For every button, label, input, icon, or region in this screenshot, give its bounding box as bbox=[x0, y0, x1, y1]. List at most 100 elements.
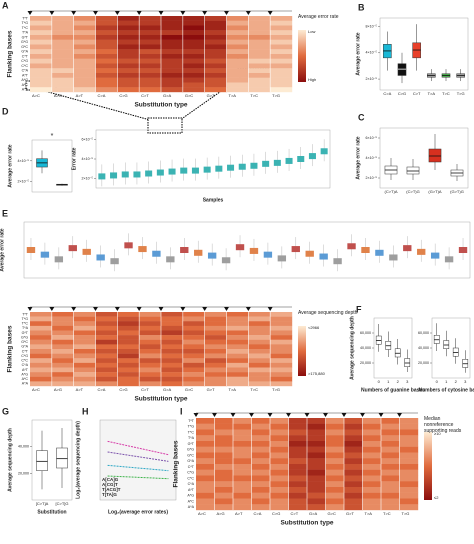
heatmap-cell bbox=[248, 339, 271, 345]
heatmap-cell bbox=[182, 312, 205, 317]
heatmap-cell bbox=[73, 30, 96, 36]
heatmap-cell bbox=[117, 30, 140, 36]
legend-label: <2966 bbox=[308, 325, 320, 330]
heatmap-cell bbox=[182, 68, 205, 74]
heatmap-cell bbox=[117, 362, 140, 368]
heatmap-cell bbox=[139, 325, 162, 331]
heatmap-cell bbox=[51, 39, 74, 45]
heatmap-cell bbox=[30, 39, 53, 45]
heatmap-cell bbox=[161, 54, 184, 59]
strip-box bbox=[417, 248, 426, 255]
heatmap-cell bbox=[251, 487, 271, 493]
heatmap-cell bbox=[233, 429, 252, 436]
column-marker bbox=[360, 413, 365, 417]
heatmap-cell bbox=[204, 58, 227, 64]
heatmap-cell bbox=[139, 353, 162, 359]
heatmap-cell bbox=[288, 475, 308, 482]
x-axis-label: Samples bbox=[203, 197, 224, 203]
strip-box bbox=[262, 160, 270, 167]
column-label: C>A bbox=[98, 387, 106, 392]
heatmap-cell bbox=[51, 330, 74, 336]
row-label: G*T bbox=[188, 442, 195, 446]
heatmap-cell bbox=[325, 469, 345, 476]
heatmap-cell bbox=[117, 330, 140, 336]
heatmap-cell bbox=[182, 49, 205, 55]
heatmap-cell bbox=[344, 441, 363, 447]
heatmap-cell bbox=[381, 481, 400, 488]
heatmap-cell bbox=[139, 58, 162, 64]
heatmap-cell bbox=[270, 446, 289, 453]
heatmap-cell bbox=[30, 73, 53, 78]
heatmap-cell bbox=[182, 349, 205, 354]
heatmap-cell bbox=[288, 464, 308, 470]
heatmap-cell bbox=[214, 435, 234, 442]
heatmap-cell bbox=[182, 30, 205, 36]
heatmap-cell bbox=[182, 316, 205, 322]
heatmap-cell bbox=[30, 372, 53, 377]
heatmap-cell bbox=[226, 20, 249, 26]
heatmap-cell bbox=[307, 504, 326, 511]
heatmap-cell bbox=[307, 464, 326, 470]
x-tick-label: (G>T)A bbox=[428, 189, 442, 194]
heatmap-cell bbox=[270, 435, 289, 442]
row-label: T*G bbox=[22, 317, 29, 321]
heatmap-cell bbox=[161, 82, 184, 88]
heatmap-cell bbox=[73, 335, 96, 340]
panel-letter: D bbox=[2, 106, 9, 116]
heatmap-cell bbox=[362, 504, 382, 511]
heatmap-cell bbox=[161, 344, 184, 350]
heatmap-cell bbox=[344, 458, 363, 465]
heatmap-cell bbox=[248, 353, 271, 359]
heatmap-cell bbox=[139, 358, 162, 364]
y-axis-label: Average error rate bbox=[0, 228, 5, 271]
column-marker bbox=[114, 307, 120, 311]
heatmap-cell bbox=[381, 487, 400, 493]
heatmap-cell bbox=[139, 30, 162, 36]
column-marker bbox=[397, 413, 402, 417]
heatmap-cell bbox=[182, 321, 205, 327]
heatmap-cell bbox=[248, 73, 271, 78]
heatmap-cell bbox=[204, 63, 227, 69]
legend-title: Average error rate bbox=[298, 14, 339, 20]
heatmap-cell bbox=[51, 316, 74, 322]
heatmap-cell bbox=[117, 87, 140, 93]
heatmap-cell bbox=[344, 504, 363, 511]
heatmap-cell bbox=[307, 452, 326, 459]
heatmap-cell bbox=[399, 423, 419, 430]
heatmap-cell bbox=[95, 321, 118, 327]
plot-frame bbox=[31, 139, 73, 193]
heatmap-cell bbox=[270, 39, 293, 45]
row-label: T*T bbox=[188, 419, 195, 423]
heatmap-cell bbox=[95, 339, 118, 345]
heatmap-cell bbox=[161, 20, 184, 26]
y-axis-label: Average error rate bbox=[7, 144, 13, 187]
heatmap-cell bbox=[196, 475, 215, 482]
heatmap-cell bbox=[288, 441, 308, 447]
heatmap-cell bbox=[95, 73, 118, 78]
heatmap-cell bbox=[226, 362, 249, 368]
heatmap-cell bbox=[182, 353, 205, 359]
heatmap-cell bbox=[117, 372, 140, 377]
heatmap-cell bbox=[51, 376, 74, 382]
heatmap-cell bbox=[182, 372, 205, 377]
x-tick-label: T>G bbox=[457, 91, 465, 96]
heatmap-cell bbox=[182, 376, 205, 382]
heatmap-cell bbox=[161, 339, 184, 345]
plot-frame bbox=[379, 17, 469, 91]
heatmap-cell bbox=[344, 452, 363, 459]
column-label: A>T bbox=[76, 387, 84, 392]
heatmap-cell bbox=[139, 330, 162, 336]
heatmap-cell bbox=[182, 20, 205, 26]
heatmap-cell bbox=[270, 325, 293, 331]
heatmap-cell bbox=[51, 358, 74, 364]
heatmap-cell bbox=[117, 335, 140, 340]
column-marker bbox=[27, 11, 33, 15]
column-marker bbox=[323, 413, 328, 417]
strip-box bbox=[191, 167, 199, 174]
heatmap-cell bbox=[226, 321, 249, 327]
legend-label: Low bbox=[308, 29, 315, 34]
heatmap-cell bbox=[270, 82, 293, 88]
heatmap-cell bbox=[362, 481, 382, 488]
heatmap-cell bbox=[139, 335, 162, 340]
strip-box bbox=[152, 250, 161, 257]
